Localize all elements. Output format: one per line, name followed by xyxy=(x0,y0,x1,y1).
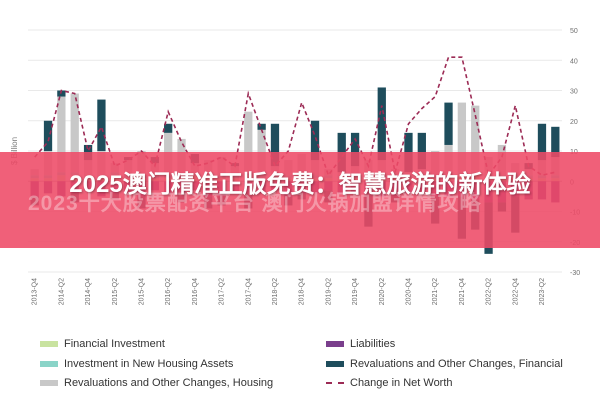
x-tick-label: 2013-Q4 xyxy=(32,278,39,305)
bar-segment xyxy=(310,120,320,161)
y-tick-label: 20 xyxy=(570,119,578,126)
bar-segment xyxy=(57,96,66,173)
legend-label: Liabilities xyxy=(350,338,396,350)
x-tick-label: 2016-Q4 xyxy=(192,278,199,305)
bar-segment xyxy=(43,120,53,151)
banner-ghost-text: 2023十大股票配资平台 澳门火锅加盟详情攻略 xyxy=(28,192,482,215)
bar-segment xyxy=(97,99,106,151)
y-tick-label: -30 xyxy=(570,270,580,277)
legend-label: Revaluations and Other Changes, Housing xyxy=(64,377,274,389)
x-tick-label: 2019-Q4 xyxy=(352,278,359,305)
bar-segment xyxy=(164,123,173,133)
x-tick-label: 2022-Q2 xyxy=(486,278,493,305)
bar-segment xyxy=(444,102,453,145)
bar-segment xyxy=(417,132,426,170)
x-tick-label: 2014-Q2 xyxy=(58,278,65,305)
legend-swatch-liabilities xyxy=(326,341,344,347)
legend-item-revaluations-financial: Revaluations and Other Changes, Financia… xyxy=(326,358,563,370)
promo-banner xyxy=(0,152,600,248)
bar-segment xyxy=(457,102,467,173)
legend-swatch-revaluations-financial xyxy=(326,361,344,367)
bar-segment xyxy=(70,93,79,173)
x-tick-label: 2018-Q4 xyxy=(299,278,306,305)
legend-label: Change in Net Worth xyxy=(350,377,453,389)
banner-headline: 2025澳门精准正版免费：智慧旅游的新体验 xyxy=(69,171,531,198)
bar-segment xyxy=(270,123,280,167)
x-tick-label: 2023-Q2 xyxy=(539,278,546,305)
net-worth-line xyxy=(34,56,556,178)
legend-label: Investment in New Housing Assets xyxy=(64,358,234,370)
bar-segment xyxy=(471,105,480,173)
legend-swatch-revaluations-housing xyxy=(40,380,58,386)
y-axis-label: $ Billion xyxy=(10,137,19,165)
bar-segment xyxy=(244,111,253,173)
x-tick-label: 2020-Q4 xyxy=(405,278,412,305)
x-tick-label: 2021-Q2 xyxy=(432,278,439,305)
legend-label: Revaluations and Other Changes, Financia… xyxy=(350,358,563,370)
legend-item-financial-investment: Financial Investment xyxy=(40,338,165,350)
legend-swatch-net-worth xyxy=(326,382,344,384)
y-tick-label: 50 xyxy=(570,28,578,35)
bar-segment xyxy=(537,123,547,161)
bar-segment xyxy=(551,126,560,158)
x-tick-label: 2019-Q2 xyxy=(325,278,332,305)
legend-item-new-housing: Investment in New Housing Assets xyxy=(40,358,233,370)
legend-swatch-new-housing xyxy=(40,361,58,367)
legend-item-liabilities: Liabilities xyxy=(326,338,395,350)
legend-swatch-financial-investment xyxy=(40,341,58,347)
x-tick-label: 2020-Q2 xyxy=(379,278,386,305)
x-tick-label: 2015-Q2 xyxy=(112,278,119,305)
x-tick-label: 2017-Q2 xyxy=(219,278,226,305)
y-tick-label: 30 xyxy=(570,89,578,96)
bar-segment xyxy=(257,123,266,130)
legend-item-net-worth: Change in Net Worth xyxy=(326,377,453,389)
x-tick-label: 2016-Q2 xyxy=(165,278,172,305)
chart-legend: Financial Investment Liabilities Investm… xyxy=(40,334,580,394)
x-tick-label: 2017-Q4 xyxy=(245,278,252,305)
legend-item-revaluations-housing: Revaluations and Other Changes, Housing xyxy=(40,377,273,389)
x-tick-label: 2014-Q4 xyxy=(85,278,92,305)
x-tick-label: 2022-Q4 xyxy=(512,278,519,305)
x-tick-label: 2015-Q4 xyxy=(138,278,145,305)
x-tick-label: 2021-Q4 xyxy=(459,278,466,305)
bar-segment xyxy=(350,132,360,167)
y-tick-label: 40 xyxy=(570,58,578,65)
legend-label: Financial Investment xyxy=(64,338,165,350)
bar-segment xyxy=(377,87,386,161)
x-tick-label: 2018-Q2 xyxy=(272,278,279,305)
